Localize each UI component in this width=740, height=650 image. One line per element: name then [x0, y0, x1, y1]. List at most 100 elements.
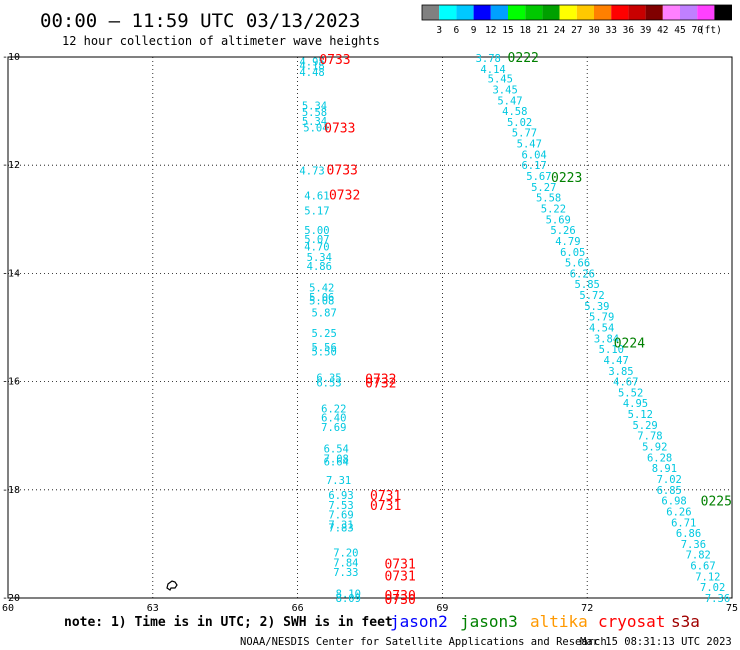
colorbar-swatch [473, 5, 491, 20]
pass-time-label: 0732 [365, 372, 396, 387]
colorbar-swatch [594, 5, 612, 20]
wave-height-label: 7.31 [326, 475, 351, 487]
wave-height-label: 4.48 [299, 67, 324, 79]
x-tick-label: 75 [726, 603, 738, 614]
wave-height-label: 7.84 [333, 557, 358, 569]
colorbar-swatch [645, 5, 663, 20]
satellite-legend: jason2 jason3 altika cryosat s3a [390, 612, 700, 631]
colorbar-label: 27 [571, 25, 582, 36]
wave-height-label: 3.84 [594, 333, 619, 345]
colorbar-legend: 3 6 9 12 15 18 21 24 27 30 33 36 39 42 45 70(ft) [421, 4, 733, 36]
pass-time-label: 0222 [508, 51, 539, 66]
wave-height-label: 7.02 [700, 582, 725, 594]
wave-height-label: 6.71 [671, 517, 696, 529]
colorbar-swatch [559, 5, 577, 20]
colorbar-label: 36 [623, 25, 635, 36]
wave-height-label: 5.69 [546, 214, 571, 226]
x-tick-labels: 60 63 66 69 72 75 [2, 603, 738, 614]
y-tick-label: -10 [2, 52, 20, 63]
wave-height-label: 5.39 [584, 301, 609, 313]
wave-height-label: 5.29 [632, 420, 657, 432]
wave-height-label: 5.25 [311, 328, 336, 340]
wave-height-label: 7.02 [657, 474, 682, 486]
wave-height-label: 6.98 [661, 496, 686, 508]
wave-height-label: 7.83 [328, 523, 353, 535]
chart-subtitle: 12 hour collection of altimeter wave hei… [62, 34, 380, 48]
plot-area: 60 63 66 69 72 75 -10-12-14-16-18-20 4.954.18… [2, 51, 738, 614]
wave-height-label: 5.79 [589, 312, 614, 324]
y-tick-label: -16 [2, 377, 20, 388]
wave-height-label: 5.34 [307, 252, 332, 264]
colorbar-label: 6 [454, 25, 460, 36]
wave-height-label: 4.67 [613, 377, 638, 389]
wave-height-label: 4.18 [299, 61, 324, 73]
wave-height-label: 4.47 [604, 355, 629, 367]
legend-item-jason3: jason3 [460, 612, 518, 631]
colorbar-swatch [680, 5, 698, 20]
colorbar-label: 30 [588, 25, 600, 36]
wave-height-label: 6.22 [321, 404, 346, 416]
wave-height-label: 4.58 [502, 106, 527, 118]
pass-time-label: 0730 [384, 593, 415, 608]
pass-time-label: 0731 [384, 569, 415, 584]
wave-height-label: 6.54 [324, 444, 349, 456]
colorbar-label: 39 [640, 25, 652, 36]
wave-height-label: 5.27 [531, 182, 556, 194]
wave-height-label: 5.52 [618, 387, 643, 399]
pass-time-label: 0733 [319, 53, 350, 68]
wave-height-label: 7.78 [637, 431, 662, 443]
colorbar-label: 24 [554, 25, 566, 36]
colorbar-frame [421, 4, 733, 21]
colorbar-label: 3 [436, 25, 442, 36]
colorbar-swatch [422, 5, 440, 20]
wave-height-label: 5.04 [303, 122, 328, 134]
y-tick-labels: -10 -12 -14 -16 -18 -20 [2, 52, 20, 604]
wave-height-label: 5.34 [302, 101, 327, 113]
colorbar-swatch [525, 5, 543, 20]
wave-height-label: 4.95 [623, 398, 648, 410]
pass-time-label: 0732 [365, 377, 396, 392]
legend-item-s3a: s3a [671, 612, 700, 631]
wave-height-label: 5.47 [517, 139, 542, 151]
colorbar-swatch [662, 5, 680, 20]
wave-height-label: 4.79 [555, 236, 580, 248]
y-tick-label: -20 [2, 593, 20, 604]
pass-time-label: 0731 [370, 499, 401, 514]
y-tick-label: -12 [2, 160, 20, 171]
legend-item-cryosat: cryosat [598, 612, 665, 631]
wave-height-label: 4.54 [589, 323, 614, 335]
pass-time-label: 0223 [551, 171, 582, 186]
wave-height-label: 4.14 [480, 64, 505, 76]
wave-height-label: 6.86 [676, 528, 701, 540]
wave-height-label: 6.85 [657, 485, 682, 497]
wave-height-label: 5.10 [599, 344, 624, 356]
wave-height-label: 5.56 [311, 342, 336, 354]
wave-height-label: 7.36 [705, 593, 730, 605]
wave-height-label: 5.92 [642, 442, 667, 454]
wave-height-label: 6.26 [666, 506, 691, 518]
wave-height-label: 5.67 [526, 171, 551, 183]
wave-height-label: 8.09 [336, 593, 361, 605]
wave-height-label: 7.33 [333, 567, 358, 579]
wave-height-label: 5.58 [536, 193, 561, 205]
wave-height-label: 7.82 [686, 550, 711, 562]
colorbar-swatch [576, 5, 594, 20]
x-tick-label: 60 [2, 603, 14, 614]
wave-height-label: 3.85 [608, 366, 633, 378]
wave-height-label: 5.45 [488, 74, 513, 86]
colorbar-label: 9 [471, 25, 477, 36]
wave-height-label: 6.05 [560, 247, 585, 259]
grid-lines [8, 57, 732, 598]
colorbar-swatch [628, 5, 646, 20]
wave-height-label: 7.31 [328, 519, 353, 531]
colorbar-swatch [542, 5, 560, 20]
wave-height-label: 6.64 [324, 457, 349, 469]
colorbar-label: 15 [502, 25, 513, 36]
pass-time-label: 0731 [384, 557, 415, 572]
colorbar-label: 70 [691, 25, 703, 36]
wave-height-label: 6.04 [521, 149, 546, 161]
pass-time-label: 0732 [329, 188, 360, 203]
wave-height-label: 4.73 [299, 166, 324, 178]
wave-height-label: 4.61 [304, 190, 329, 202]
